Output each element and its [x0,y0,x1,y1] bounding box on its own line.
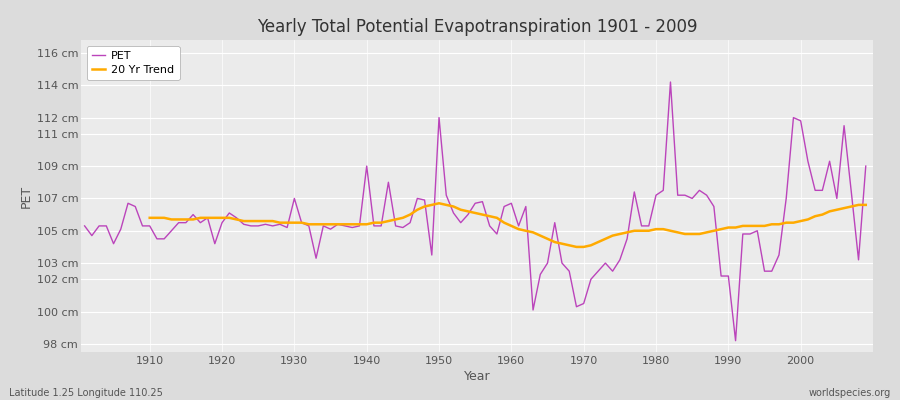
Legend: PET, 20 Yr Trend: PET, 20 Yr Trend [86,46,180,80]
Y-axis label: PET: PET [20,184,32,208]
PET [593,269,604,274]
PET [506,201,517,206]
20 Yr Trend [520,228,531,233]
20 Yr Trend [434,201,445,206]
20 Yr Trend [144,216,155,220]
20 Yr Trend [860,202,871,207]
PET [137,224,148,228]
Text: worldspecies.org: worldspecies.org [809,388,891,398]
Title: Yearly Total Potential Evapotranspiration 1901 - 2009: Yearly Total Potential Evapotranspiratio… [256,18,698,36]
20 Yr Trend [839,206,850,210]
Line: PET: PET [85,82,866,341]
PET [296,220,307,225]
PET [339,224,350,228]
20 Yr Trend [282,220,292,225]
PET [499,204,509,209]
X-axis label: Year: Year [464,370,490,383]
20 Yr Trend [310,222,321,227]
PET [860,164,871,168]
20 Yr Trend [572,244,582,249]
PET [665,80,676,84]
20 Yr Trend [817,212,828,217]
Text: Latitude 1.25 Longitude 110.25: Latitude 1.25 Longitude 110.25 [9,388,163,398]
20 Yr Trend [586,243,597,248]
PET [79,224,90,228]
PET [730,338,741,343]
Line: 20 Yr Trend: 20 Yr Trend [149,203,866,247]
